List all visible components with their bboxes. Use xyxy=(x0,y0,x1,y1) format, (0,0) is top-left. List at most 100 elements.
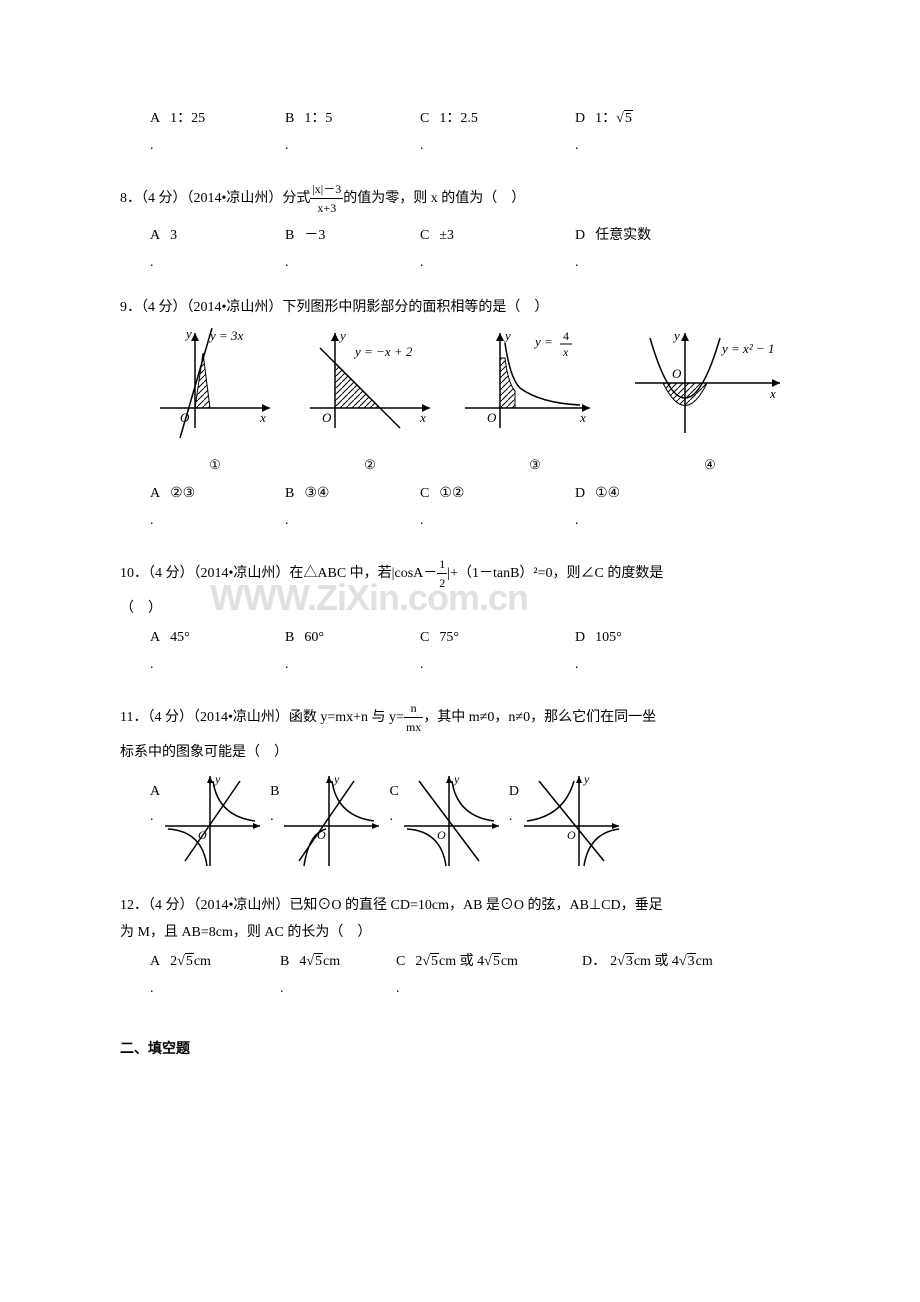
svg-text:y = x² − 1: y = x² − 1 xyxy=(720,341,774,356)
q8-fraction: |x|－3 x+3 xyxy=(310,180,343,217)
q10: 10．（4 分）（2014•凉山州）在△ABC 中，若|cosA－ 1 2 |+… xyxy=(120,555,800,619)
q12-opt-c: C25cm 或 45cm . xyxy=(396,951,582,999)
frac-den: x+3 xyxy=(310,199,343,217)
sqrt-icon: 3 xyxy=(679,951,696,972)
svg-text:x: x xyxy=(419,410,426,425)
opt-val: ±3 xyxy=(439,228,454,243)
sqrt-icon: 5 xyxy=(422,951,439,972)
q11-opt-b: B. y O xyxy=(270,771,389,871)
graph-num: ④ xyxy=(630,455,790,475)
q11-opt-a: A. y O xyxy=(150,771,270,871)
q8-opt-a: A3 . xyxy=(150,225,285,273)
q7-opt-b: B 1：5 . xyxy=(285,108,420,156)
sqrt-icon: 5 xyxy=(177,951,194,972)
q10-line1: 10．（4 分）（2014•凉山州）在△ABC 中，若|cosA－ 1 2 |+… xyxy=(120,555,800,592)
q9-options: A②③ . B③④ . C①② . D①④ . xyxy=(150,483,800,531)
svg-text:x: x xyxy=(579,410,586,425)
graph3-svg: y x O y = 4 x xyxy=(460,328,610,448)
q8-prefix: 8．（4 分）（2014•凉山州）分式 xyxy=(120,188,310,209)
q10-opt-d: D105° . xyxy=(575,627,715,675)
q9-graph-1: y x O y = 3x ① xyxy=(150,328,280,475)
svg-text:O: O xyxy=(672,366,682,381)
q12-options: A25cm . B45cm . C25cm 或 45cm . D．23cm 或 … xyxy=(150,951,800,999)
svg-text:O: O xyxy=(437,828,446,842)
q8-suffix: 的值为零，则 x 的值为（ ） xyxy=(343,188,525,209)
q9-graph-4: y x O y = x² − 1 ④ xyxy=(630,328,790,475)
opt-label: C xyxy=(420,228,429,243)
svg-text:O: O xyxy=(198,828,207,842)
q10-opt-c: C75° . xyxy=(420,627,575,675)
opt-label: C xyxy=(420,111,429,126)
graph-b-svg: y O xyxy=(279,771,389,871)
sqrt-icon: 5 xyxy=(616,108,633,129)
svg-text:O: O xyxy=(567,828,576,842)
q11-line1: 11．（4 分）（2014•凉山州）函数 y=mx+n 与 y= n mx ，其… xyxy=(120,699,800,736)
graph-c-svg: y O xyxy=(399,771,509,871)
q8-opt-c: C±3 . xyxy=(420,225,575,273)
sqrt-icon: 3 xyxy=(617,951,634,972)
svg-text:y: y xyxy=(583,772,590,786)
opt-label: B xyxy=(285,228,294,243)
opt-val: 1：5 xyxy=(595,111,633,126)
graph4-svg: y x O y = x² − 1 xyxy=(630,328,790,448)
q10-opt-b: B60° . xyxy=(285,627,420,675)
section-title: 二、填空题 xyxy=(120,1039,800,1060)
q11-fraction: n mx xyxy=(404,699,423,736)
opt-label: D xyxy=(575,228,585,243)
q7-opt-c: C 1：2.5 . xyxy=(420,108,575,156)
q12-line2: 为 M，且 AB=8cm，则 AC 的长为（ ） xyxy=(120,922,800,943)
svg-text:x: x xyxy=(259,410,266,425)
q11-opt-c: C. y O xyxy=(389,771,508,871)
svg-text:y: y xyxy=(184,326,192,341)
q8-opt-b: B－3 . xyxy=(285,225,420,273)
sqrt-icon: 5 xyxy=(306,951,323,972)
opt-dot: . xyxy=(420,135,575,156)
q11-line2: 标系中的图象可能是（ ） xyxy=(120,742,800,763)
opt-val: －3 xyxy=(304,228,325,243)
q10-options: A45° . B60° . C75° . D105° . xyxy=(150,627,800,675)
opt-val: 1：25 xyxy=(170,111,205,126)
q9-graphs: y x O y = 3x ① y x O y = −x + 2 ② y xyxy=(150,328,800,475)
opt-val: 1：2.5 xyxy=(439,111,478,126)
graph2-svg: y x O y = −x + 2 xyxy=(300,328,440,448)
graph-num: ① xyxy=(150,455,280,475)
svg-text:x: x xyxy=(562,345,569,359)
q7-opt-a: A1：25 . xyxy=(150,108,285,156)
sqrt-icon: 5 xyxy=(484,951,501,972)
opt-label: D xyxy=(575,111,585,126)
svg-text:y: y xyxy=(333,772,340,786)
svg-text:4: 4 xyxy=(563,329,569,343)
opt-label: B xyxy=(285,111,294,126)
svg-text:y: y xyxy=(453,772,460,786)
opt-val: 1：5 xyxy=(304,111,332,126)
svg-text:y: y xyxy=(503,328,511,343)
svg-text:O: O xyxy=(180,410,190,425)
svg-text:y: y xyxy=(338,328,346,343)
svg-text:O: O xyxy=(317,828,326,842)
q9-opt-c: C①② . xyxy=(420,483,575,531)
q9-text: 9．（4 分）（2014•凉山州）下列图形中阴影部分的面积相等的是（ ） xyxy=(120,297,800,318)
q9-opt-a: A②③ . xyxy=(150,483,285,531)
opt-dot: . xyxy=(575,135,715,156)
q9-graph-2: y x O y = −x + 2 ② xyxy=(300,328,440,475)
q10-opt-a: A45° . xyxy=(150,627,285,675)
opt-label: A xyxy=(150,111,160,126)
q10-fraction: 1 2 xyxy=(437,555,447,592)
q9-graph-3: y x O y = 4 x ③ xyxy=(460,328,610,475)
q11-graphs: A. y O B. y O C. xyxy=(150,771,800,871)
opt-label: A xyxy=(150,228,160,243)
q12-opt-b: B45cm . xyxy=(280,951,396,999)
svg-text:O: O xyxy=(322,410,332,425)
opt-val: 3 xyxy=(170,228,177,243)
graph-d-svg: y O xyxy=(519,771,629,871)
q7-opt-d: D 1：5 . xyxy=(575,108,715,156)
graph-num: ② xyxy=(300,455,440,475)
graph-a-svg: y O xyxy=(160,771,270,871)
q7-options: A 1：25 . B 1：5 . C 1：2.5 . D 1：5 . xyxy=(150,108,800,156)
opt-dot: . xyxy=(285,135,420,156)
svg-text:y =: y = xyxy=(533,334,553,349)
q9-opt-d: D①④ . xyxy=(575,483,715,531)
q11-opt-d: D. y O xyxy=(509,771,629,871)
svg-text:y = −x + 2: y = −x + 2 xyxy=(353,344,413,359)
q8-options: A3 . B－3 . C±3 . D任意实数 . xyxy=(150,225,800,273)
